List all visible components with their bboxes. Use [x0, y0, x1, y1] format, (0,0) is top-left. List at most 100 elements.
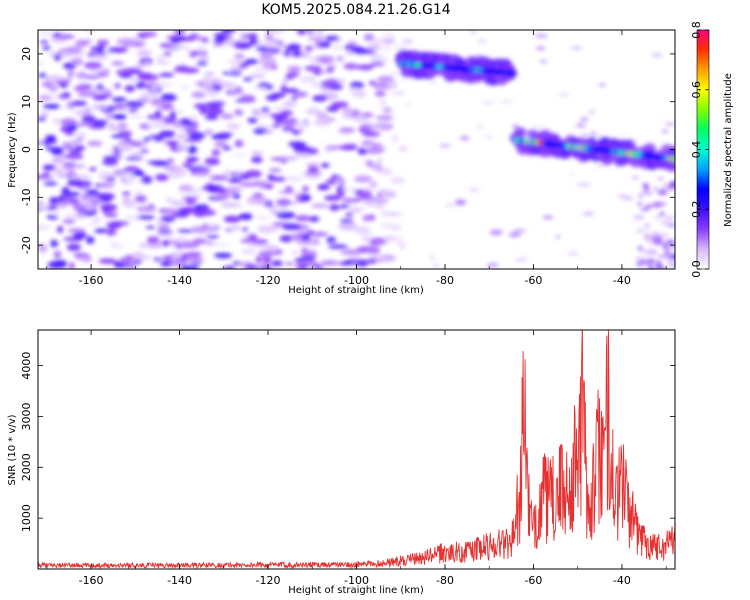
- noise-cell: [383, 235, 396, 242]
- noise-cell: [301, 234, 312, 241]
- noise-cell: [430, 256, 435, 260]
- noise-cell: [640, 208, 650, 211]
- noise-cell: [295, 198, 308, 203]
- noise-cell: [259, 264, 273, 269]
- noise-cell: [86, 189, 99, 196]
- noise-cell: [82, 199, 93, 205]
- noise-cell: [223, 215, 241, 223]
- noise-cell: [668, 262, 675, 269]
- noise-cell: [398, 146, 408, 152]
- x-tick-label: -100: [344, 274, 369, 287]
- noise-cell: [644, 258, 651, 262]
- noise-cell: [369, 52, 383, 61]
- noise-cell: [206, 234, 219, 239]
- noise-cell: [357, 196, 378, 201]
- noise-cell: [190, 226, 208, 234]
- noise-cell: [180, 241, 200, 249]
- noise-cell: [360, 112, 374, 118]
- noise-cell: [294, 215, 311, 222]
- x-tick-label: -60: [524, 274, 542, 287]
- noise-cell: [346, 199, 356, 204]
- noise-cell: [97, 71, 110, 78]
- noise-cell: [191, 253, 201, 258]
- noise-cell: [150, 98, 166, 106]
- noise-cell: [371, 242, 382, 246]
- noise-cell: [260, 107, 270, 113]
- noise-cell: [98, 258, 117, 264]
- y-tick-label: -20: [20, 236, 33, 254]
- noise-cell: [377, 158, 383, 163]
- noise-cell: [185, 156, 199, 163]
- noise-cell: [646, 249, 658, 256]
- noise-cell: [383, 210, 392, 217]
- noise-cell: [394, 236, 404, 245]
- noise-cell: [209, 175, 229, 181]
- noise-cell: [60, 105, 71, 110]
- noise-cell: [110, 47, 129, 52]
- noise-cell: [91, 104, 110, 110]
- y-tick-label: 3000: [20, 402, 33, 430]
- noise-cell: [157, 54, 166, 62]
- noise-cell: [648, 265, 655, 269]
- noise-cell: [459, 136, 470, 140]
- noise-cell: [367, 126, 383, 131]
- noise-cell: [118, 130, 132, 137]
- noise-cell: [664, 215, 675, 221]
- noise-cell: [113, 108, 133, 112]
- noise-cell: [327, 64, 337, 70]
- noise-cell: [279, 119, 300, 127]
- noise-cell: [197, 81, 204, 87]
- noise-cell: [203, 72, 215, 76]
- noise-cell: [310, 81, 322, 88]
- noise-cell: [343, 249, 362, 256]
- noise-cell: [212, 42, 224, 48]
- noise-cell: [67, 228, 86, 233]
- noise-cell: [658, 254, 666, 259]
- noise-cell: [162, 255, 173, 261]
- noise-cell: [193, 211, 207, 217]
- noise-cell: [400, 243, 406, 249]
- noise-cell: [49, 96, 58, 101]
- noise-cell: [232, 170, 245, 175]
- noise-cell: [271, 204, 288, 213]
- noise-cell: [311, 231, 329, 237]
- noise-cell: [660, 184, 669, 191]
- noise-cell: [45, 146, 65, 152]
- noise-cell: [66, 191, 81, 197]
- x-tick-label: -40: [613, 274, 631, 287]
- noise-cell: [636, 229, 645, 233]
- noise-cell: [74, 40, 89, 48]
- noise-cell: [49, 197, 59, 203]
- noise-cell: [179, 118, 192, 126]
- noise-cell: [650, 231, 661, 237]
- noise-cell: [204, 107, 224, 116]
- noise-cell: [282, 223, 302, 231]
- noise-cell: [130, 171, 146, 177]
- noise-cell: [555, 235, 561, 239]
- noise-cell: [106, 228, 116, 236]
- noise-cell: [254, 215, 271, 220]
- noise-cell: [138, 243, 149, 247]
- noise-cell: [508, 232, 521, 237]
- noise-cell: [637, 245, 643, 251]
- noise-cell: [177, 229, 194, 233]
- noise-cell: [294, 121, 312, 129]
- noise-cell: [243, 77, 253, 81]
- noise-cell: [267, 174, 275, 179]
- noise-cell: [224, 228, 233, 232]
- snr-y-axis-title: SNR (10 * v/v): [7, 414, 18, 485]
- noise-cell: [234, 53, 245, 60]
- noise-cell: [262, 130, 274, 134]
- noise-cell: [308, 35, 326, 42]
- noise-cell: [60, 118, 77, 127]
- noise-cell: [247, 117, 258, 124]
- noise-cell: [405, 102, 412, 106]
- noise-cell: [319, 41, 332, 48]
- noise-cell: [328, 244, 349, 249]
- noise-cell: [362, 214, 371, 222]
- noise-cell: [145, 225, 156, 229]
- noise-cell: [160, 261, 173, 267]
- noise-cell: [76, 212, 87, 219]
- noise-cell: [656, 266, 668, 269]
